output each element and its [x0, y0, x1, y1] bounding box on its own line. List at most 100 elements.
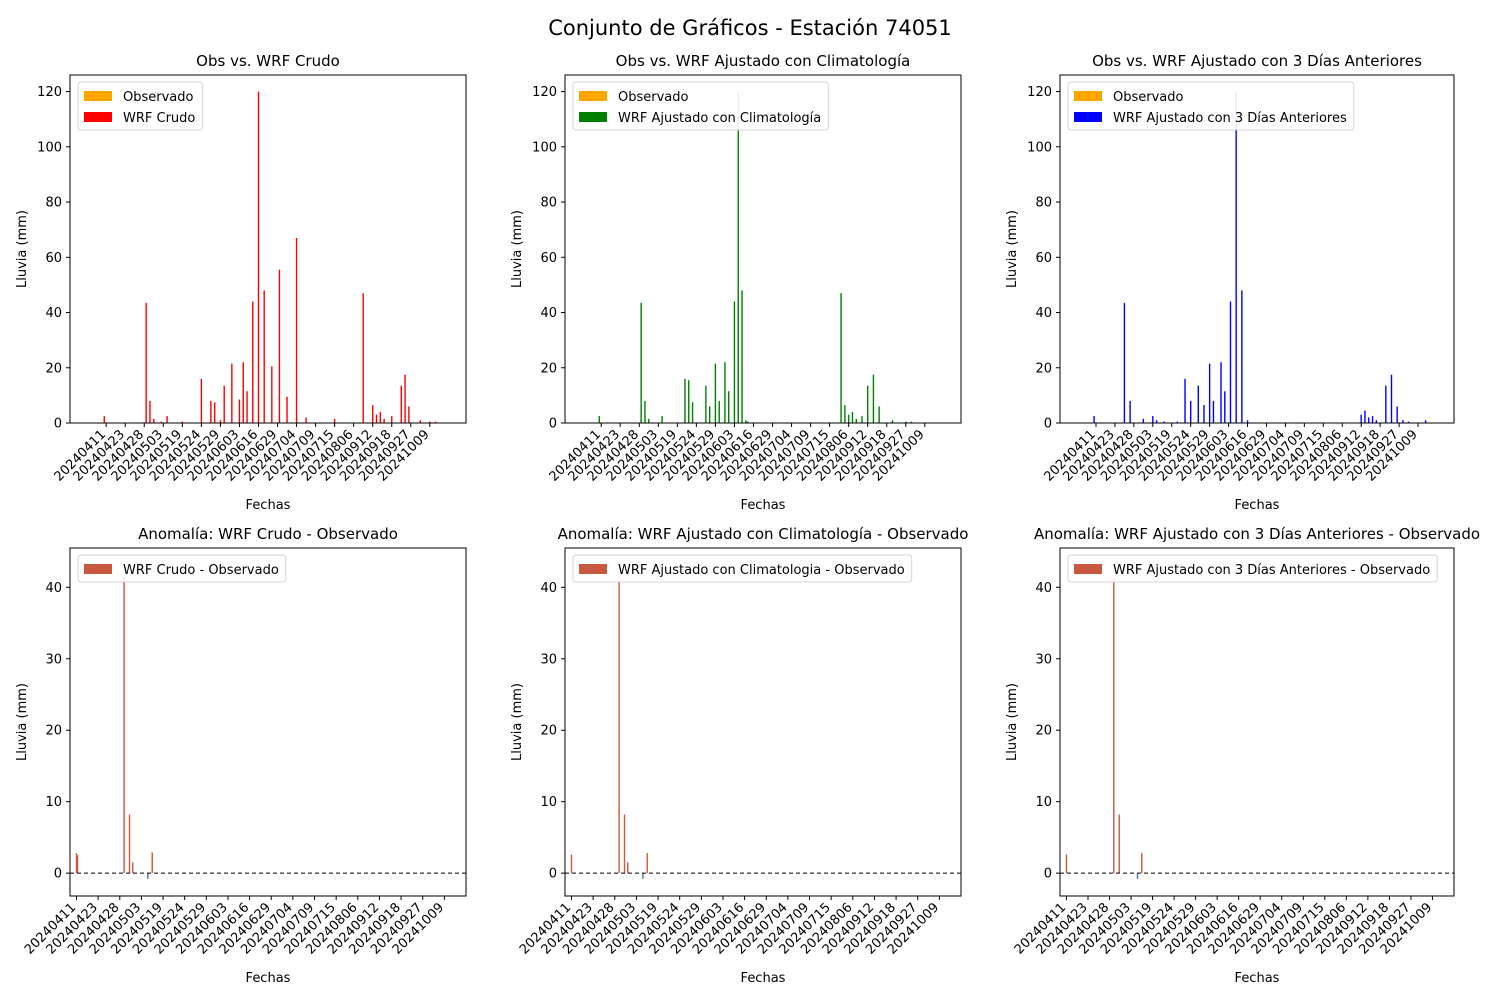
- bar: [872, 374, 875, 423]
- y-axis-label: Lluvia (mm): [510, 210, 525, 288]
- bar: [1155, 420, 1158, 423]
- bar: [1163, 421, 1165, 423]
- figure-suptitle: Conjunto de Gráficos - Estación 74051: [548, 16, 952, 40]
- bar: [1375, 420, 1378, 423]
- bar: [286, 396, 288, 423]
- bar: [747, 421, 749, 423]
- bar: [223, 385, 225, 423]
- y-tick-label: 40: [45, 306, 62, 321]
- bar: [1152, 416, 1154, 423]
- bar: [642, 873, 644, 879]
- chart-title: Obs vs. WRF Crudo: [196, 52, 340, 70]
- x-axis-label: Fechas: [246, 971, 291, 986]
- legend-label: WRF Crudo: [123, 111, 195, 126]
- y-tick-label: 20: [1035, 361, 1052, 376]
- bar: [200, 378, 203, 423]
- bar: [708, 406, 711, 423]
- bar: [905, 421, 907, 423]
- x-axis-label: Fechas: [1235, 971, 1280, 986]
- bar: [844, 405, 846, 423]
- bar: [598, 416, 600, 423]
- y-tick-label: 20: [45, 361, 62, 376]
- y-axis-label: Lluvia (mm): [15, 210, 30, 288]
- y-tick-label: 60: [45, 251, 62, 266]
- bar: [733, 301, 736, 423]
- y-tick-label: 20: [45, 724, 62, 739]
- axes-frame: [1059, 547, 1455, 897]
- y-axis-label: Lluvia (mm): [510, 683, 525, 761]
- bar: [851, 411, 854, 423]
- bar: [375, 414, 378, 423]
- bar: [238, 399, 241, 423]
- chart-bottom-center: 0102030402024041120240423202404282024050…: [510, 525, 968, 986]
- y-tick-label: 40: [1035, 581, 1052, 596]
- bar: [1224, 391, 1226, 423]
- legend-swatch: [579, 564, 607, 574]
- y-axis-label: Lluvia (mm): [1005, 683, 1020, 761]
- axes-frame: [1059, 74, 1455, 424]
- bar: [147, 873, 149, 879]
- legend: Observado WRF Ajustado con 3 Días Anterio…: [1067, 81, 1355, 131]
- y-tick-label: 100: [532, 140, 557, 155]
- legend: WRF Ajustado con 3 Días Anteriores - Obs…: [1067, 554, 1438, 583]
- x-axis-label: Fechas: [246, 498, 291, 513]
- legend-box: [572, 81, 829, 131]
- chart-bottom-left: 0102030402024041120240423202404282024050…: [15, 525, 467, 986]
- y-tick-label: 60: [540, 251, 557, 266]
- bar: [640, 302, 642, 423]
- x-axis-label: Fechas: [741, 971, 786, 986]
- bar: [910, 421, 913, 423]
- bar: [278, 269, 281, 423]
- legend-swatch: [1074, 91, 1102, 101]
- bar: [648, 418, 650, 423]
- chart-bottom-right: 0102030402024041120240423202404282024050…: [1005, 525, 1480, 986]
- bar: [891, 420, 894, 423]
- bar: [1203, 405, 1205, 423]
- bar: [128, 814, 131, 874]
- bar: [1093, 416, 1095, 423]
- bar: [408, 406, 410, 423]
- legend-swatch: [1074, 564, 1102, 574]
- bar: [153, 418, 155, 423]
- legend: Observado WRF Crudo: [77, 81, 203, 131]
- bar: [1065, 854, 1068, 874]
- bar: [1136, 873, 1139, 879]
- bar: [132, 862, 134, 874]
- bar: [1402, 420, 1404, 423]
- y-tick-label: 0: [54, 417, 62, 432]
- bar: [1424, 420, 1427, 423]
- chart-title: Obs vs. WRF Ajustado con Climatología: [616, 52, 911, 70]
- bar: [623, 814, 626, 874]
- chart-title: Anomalía: WRF Ajustado con 3 Días Anteri…: [1034, 525, 1480, 543]
- bar: [878, 406, 880, 423]
- y-tick-label: 80: [540, 196, 557, 211]
- legend-swatch: [1074, 112, 1102, 122]
- bar: [404, 374, 406, 423]
- bar: [429, 421, 431, 423]
- legend-label: WRF Ajustado con 3 Días Anteriores: [1113, 111, 1347, 126]
- chart-top-left: 0204060801001202024041120240423202404282…: [15, 52, 467, 513]
- bar: [213, 402, 216, 423]
- bar: [210, 400, 212, 423]
- bar: [1141, 853, 1143, 874]
- legend-swatch: [84, 112, 112, 122]
- bar: [1385, 385, 1387, 423]
- axes-frame: [69, 74, 467, 424]
- bar: [1396, 406, 1398, 423]
- bar: [295, 237, 298, 423]
- bar: [691, 402, 694, 423]
- legend-swatch: [84, 91, 112, 101]
- bar: [1113, 576, 1115, 874]
- bar: [1360, 414, 1362, 423]
- legend-box: [1067, 81, 1355, 131]
- y-tick-label: 10: [1035, 795, 1052, 810]
- y-tick-label: 40: [540, 581, 557, 596]
- bar: [1390, 374, 1393, 423]
- bar: [383, 418, 385, 423]
- y-tick-label: 0: [549, 867, 557, 882]
- bar: [688, 380, 690, 423]
- bar: [728, 391, 730, 423]
- y-tick-label: 100: [1027, 140, 1052, 155]
- bar: [263, 290, 265, 423]
